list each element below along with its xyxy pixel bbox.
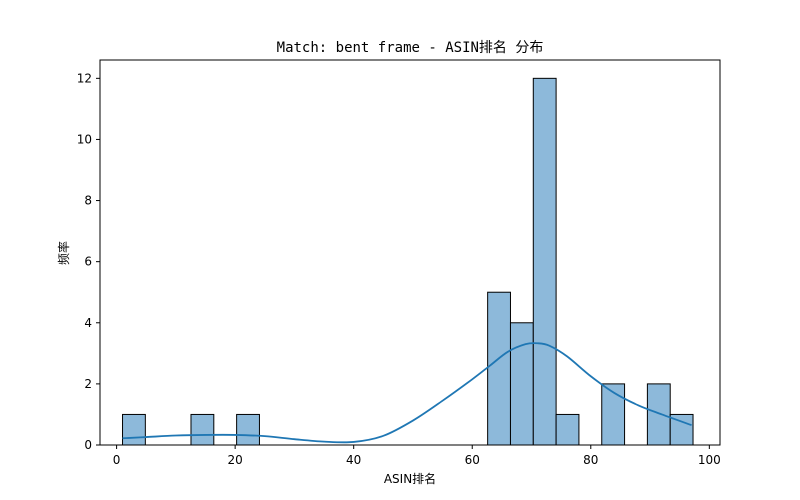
y-tick-label: 0 bbox=[84, 438, 92, 452]
x-tick-label: 0 bbox=[113, 453, 121, 467]
y-tick-label: 2 bbox=[84, 377, 92, 391]
y-tick-label: 4 bbox=[84, 316, 92, 330]
bars-layer bbox=[122, 77, 694, 446]
x-tick-label: 60 bbox=[465, 453, 480, 467]
chart-title: Match: bent frame - ASIN排名 分布 bbox=[277, 40, 544, 56]
x-axis-ticks: 0 20 40 60 80 100 bbox=[113, 445, 721, 467]
plot-area-frame bbox=[99, 59, 721, 446]
histogram-bar bbox=[122, 413, 146, 446]
histogram-bar bbox=[236, 413, 260, 446]
x-tick-label: 40 bbox=[346, 453, 361, 467]
histogram-bar bbox=[532, 77, 557, 446]
y-axis-ticks: 0 2 4 6 8 10 12 bbox=[77, 71, 100, 452]
y-tick-label: 8 bbox=[84, 194, 92, 208]
histogram-bar bbox=[487, 291, 511, 446]
x-tick-label: 20 bbox=[228, 453, 243, 467]
x-axis-label: ASIN排名 bbox=[384, 471, 436, 486]
histogram-bar bbox=[190, 413, 215, 446]
y-axis-label: 频率 bbox=[56, 241, 71, 265]
kde-density-line bbox=[122, 342, 692, 444]
y-tick-label: 10 bbox=[77, 132, 92, 146]
histogram-bar bbox=[646, 383, 671, 446]
x-tick-label: 80 bbox=[583, 453, 598, 467]
y-tick-label: 12 bbox=[77, 71, 92, 85]
histogram-bar bbox=[509, 322, 534, 446]
y-tick-label: 6 bbox=[84, 255, 92, 269]
histogram-bar bbox=[555, 413, 580, 446]
x-tick-label: 100 bbox=[698, 453, 721, 467]
